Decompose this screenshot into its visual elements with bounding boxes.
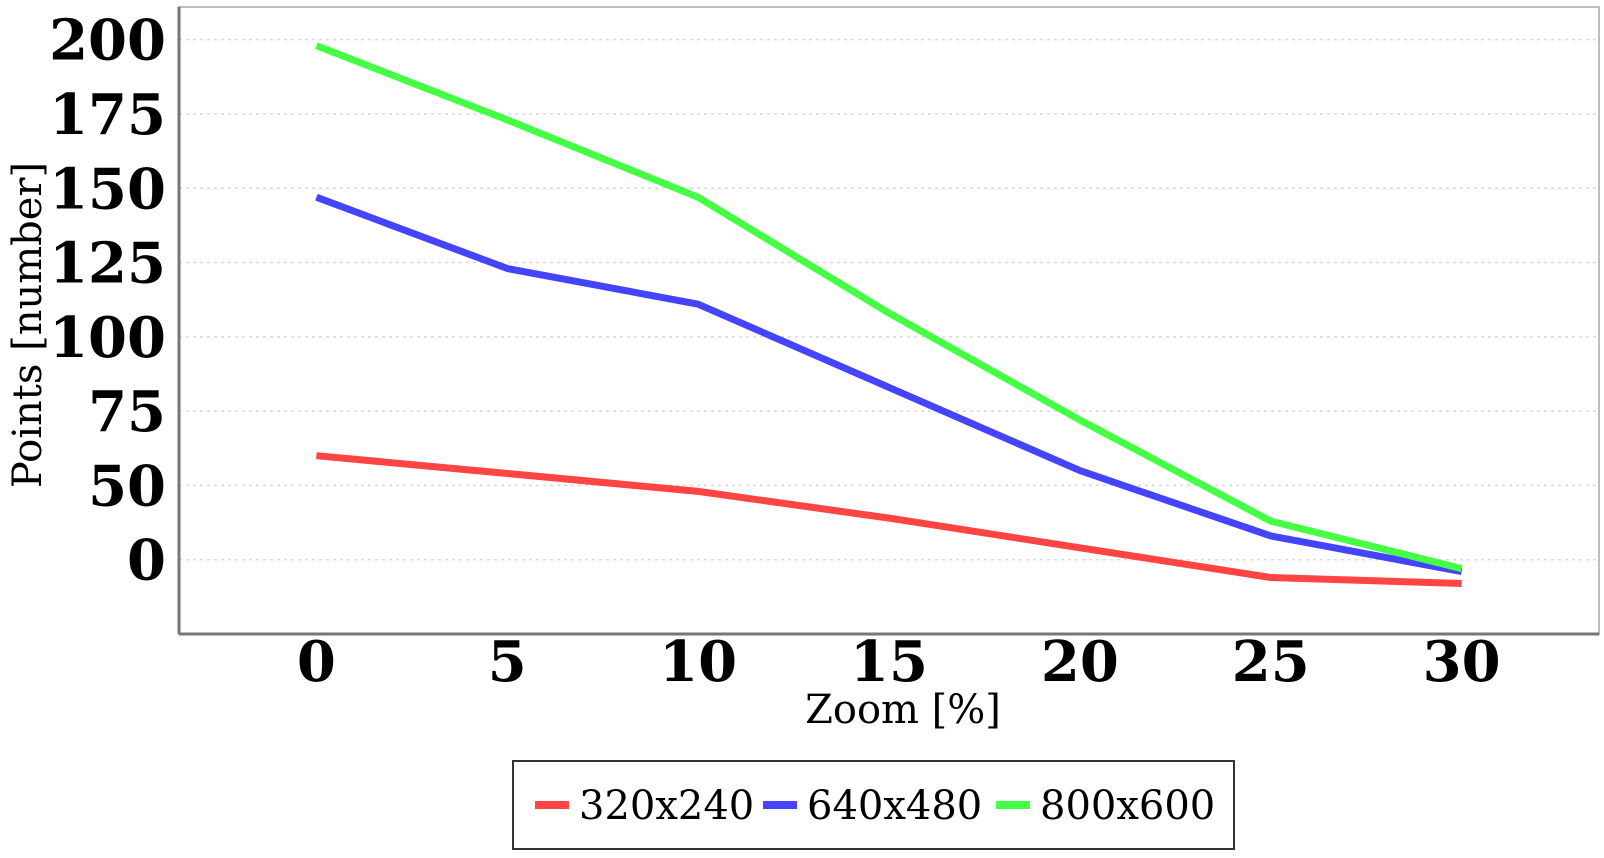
x-tick-label: 0 [297, 629, 336, 695]
x-axis-title: Zoom [%] [805, 687, 1001, 733]
y-tick-label: 100 [49, 305, 166, 371]
legend-label: 640x480 [807, 783, 982, 829]
x-tick-label: 5 [488, 629, 527, 695]
x-tick-label: 30 [1423, 629, 1501, 695]
y-tick-label: 125 [49, 231, 166, 297]
grid-lines [179, 40, 1599, 560]
legend: 320x240 640x480 800x600 [513, 761, 1234, 849]
legend-label: 320x240 [579, 783, 754, 829]
x-tick-label: 15 [850, 629, 928, 695]
plot-area [179, 7, 1599, 634]
series-line-800x600 [316, 46, 1461, 569]
x-tick-label: 20 [1041, 629, 1119, 695]
y-tick-label: 175 [49, 82, 166, 148]
y-tick-label: 150 [49, 156, 166, 222]
series-line-320x240 [316, 456, 1461, 584]
y-tick-label: 50 [88, 453, 166, 519]
x-tick-labels: 0 5 10 15 20 25 30 [297, 629, 1501, 695]
series-lines [316, 46, 1461, 584]
legend-label: 800x600 [1040, 783, 1215, 829]
y-tick-label: 200 [49, 8, 166, 74]
y-tick-labels: 0 50 75 100 125 150 175 200 [49, 8, 166, 594]
x-tick-label: 25 [1232, 629, 1310, 695]
y-tick-label: 75 [88, 379, 166, 445]
x-tick-label: 10 [659, 629, 737, 695]
y-axis-title: Points [number] [5, 162, 51, 488]
y-tick-label: 0 [127, 528, 166, 594]
